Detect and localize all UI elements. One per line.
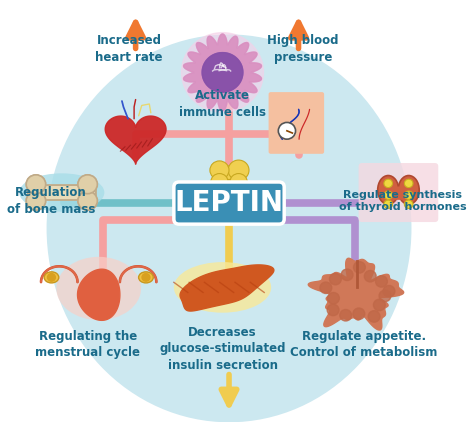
Circle shape <box>142 274 150 281</box>
Ellipse shape <box>19 173 104 212</box>
Circle shape <box>182 33 264 112</box>
Circle shape <box>278 122 296 139</box>
Circle shape <box>404 191 413 199</box>
Circle shape <box>374 299 385 311</box>
Circle shape <box>353 308 365 319</box>
Ellipse shape <box>44 272 59 283</box>
Circle shape <box>368 310 380 322</box>
Ellipse shape <box>174 262 271 313</box>
Circle shape <box>365 270 376 282</box>
Circle shape <box>340 310 352 321</box>
Text: Increased
heart rate: Increased heart rate <box>95 34 163 64</box>
Polygon shape <box>105 116 166 164</box>
Polygon shape <box>183 34 262 111</box>
Circle shape <box>384 179 392 187</box>
Text: Activate
immune cells: Activate immune cells <box>179 89 266 119</box>
Circle shape <box>329 273 341 285</box>
FancyBboxPatch shape <box>359 163 438 222</box>
FancyBboxPatch shape <box>390 187 407 200</box>
FancyBboxPatch shape <box>174 182 284 224</box>
Polygon shape <box>180 265 274 311</box>
Circle shape <box>354 261 365 273</box>
Circle shape <box>47 274 55 281</box>
Circle shape <box>327 304 339 316</box>
Polygon shape <box>202 52 243 92</box>
Circle shape <box>230 173 247 190</box>
Circle shape <box>26 175 46 194</box>
Text: Regulating the
menstrual cycle: Regulating the menstrual cycle <box>36 330 140 359</box>
Circle shape <box>404 179 413 187</box>
Circle shape <box>404 200 413 209</box>
Circle shape <box>383 286 395 297</box>
Circle shape <box>78 191 97 210</box>
Text: Regulate appetite.
Control of metabolism: Regulate appetite. Control of metabolism <box>290 330 438 359</box>
Circle shape <box>211 173 228 190</box>
Circle shape <box>384 200 392 209</box>
FancyBboxPatch shape <box>269 92 324 154</box>
Polygon shape <box>78 269 120 320</box>
Circle shape <box>228 160 249 180</box>
Ellipse shape <box>398 176 419 204</box>
Circle shape <box>341 269 353 280</box>
Ellipse shape <box>46 34 411 422</box>
Circle shape <box>320 282 332 294</box>
Circle shape <box>26 191 46 210</box>
FancyBboxPatch shape <box>27 185 96 200</box>
Ellipse shape <box>56 257 141 320</box>
Circle shape <box>217 166 241 190</box>
Text: Decreases
glucose-stimulated
insulin secretion: Decreases glucose-stimulated insulin sec… <box>159 326 286 371</box>
Circle shape <box>328 292 339 304</box>
Circle shape <box>78 175 97 194</box>
Circle shape <box>78 175 97 194</box>
Circle shape <box>26 175 46 194</box>
Circle shape <box>379 290 391 302</box>
Text: High blood
pressure: High blood pressure <box>267 34 338 64</box>
Polygon shape <box>183 34 262 111</box>
Text: LEPTIN: LEPTIN <box>174 189 283 217</box>
Circle shape <box>210 161 229 179</box>
Ellipse shape <box>378 176 399 204</box>
Text: Regulate synthesis
of thyroid hormones: Regulate synthesis of thyroid hormones <box>339 190 466 212</box>
Polygon shape <box>202 52 243 92</box>
Text: Regulation
of bone mass: Regulation of bone mass <box>7 186 95 216</box>
Circle shape <box>78 191 97 210</box>
Circle shape <box>219 179 238 198</box>
Polygon shape <box>308 258 404 330</box>
Circle shape <box>384 191 392 199</box>
Ellipse shape <box>138 272 153 283</box>
Circle shape <box>375 276 387 287</box>
FancyBboxPatch shape <box>27 185 96 200</box>
Circle shape <box>26 191 46 210</box>
